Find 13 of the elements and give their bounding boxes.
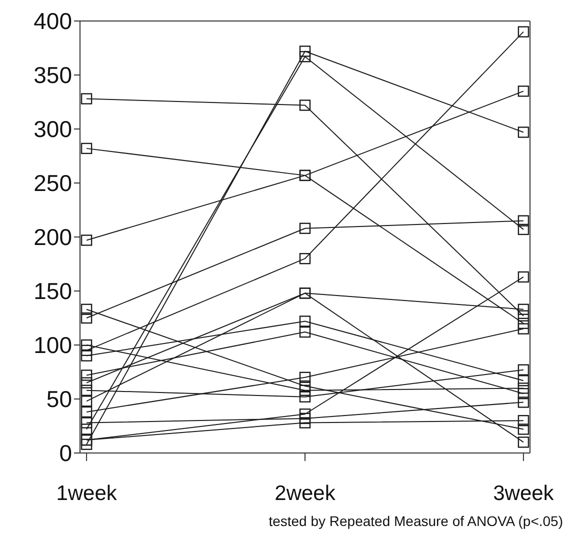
x-tick-label: 3week bbox=[493, 482, 554, 505]
y-tick-label: 250 bbox=[34, 170, 72, 196]
y-tick-label: 0 bbox=[59, 440, 72, 466]
y-tick-label: 150 bbox=[34, 278, 72, 304]
y-tick-label: 50 bbox=[46, 386, 72, 412]
y-tick-label: 350 bbox=[34, 62, 72, 88]
y-tick-label: 400 bbox=[34, 8, 72, 34]
y-tick-label: 200 bbox=[34, 224, 72, 250]
x-tick-label: 2week bbox=[274, 482, 336, 505]
y-tick-label: 300 bbox=[34, 116, 72, 142]
y-tick-label: 100 bbox=[34, 332, 72, 358]
x-tick-label: 1week bbox=[56, 482, 118, 505]
text: tested by Repeated Measure of ANOVA (p<.05) bbox=[268, 513, 564, 529]
